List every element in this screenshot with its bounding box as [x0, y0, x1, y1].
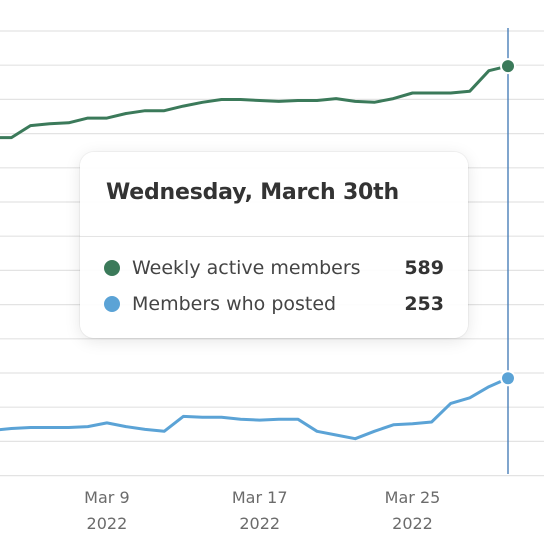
posted-series-line	[0, 376, 510, 441]
series-lines	[0, 64, 510, 441]
x-tick-year: 2022	[239, 514, 280, 533]
weekly-legend-dot	[104, 260, 120, 276]
tooltip-label-posted: Members who posted	[132, 293, 337, 315]
weekly-series-line	[0, 64, 510, 140]
tooltip-title: Wednesday, March 30th	[106, 180, 399, 205]
x-tick-label: Mar 25	[385, 488, 441, 507]
x-tick-label: Mar 17	[232, 488, 288, 507]
tooltip-row-weekly: Weekly active members 589	[104, 253, 444, 283]
x-axis: Mar 9 2022 Mar 17 2022 Mar 25 2022	[84, 488, 440, 533]
tooltip-divider	[80, 236, 468, 237]
x-tick-label: Mar 9	[84, 488, 129, 507]
tooltip-row-posted: Members who posted 253	[104, 289, 444, 319]
tooltip-value-posted: 253	[404, 293, 444, 315]
posted-cursor-point	[500, 370, 516, 387]
tooltip-label-weekly: Weekly active members	[132, 257, 361, 279]
posted-legend-dot	[104, 296, 120, 312]
tooltip-value-weekly: 589	[404, 257, 444, 279]
hover-cursor	[500, 28, 516, 474]
hover-tooltip: Wednesday, March 30th Weekly active memb…	[80, 152, 468, 338]
x-tick-year: 2022	[392, 514, 433, 533]
x-tick-year: 2022	[87, 514, 128, 533]
weekly-cursor-point	[500, 58, 516, 75]
